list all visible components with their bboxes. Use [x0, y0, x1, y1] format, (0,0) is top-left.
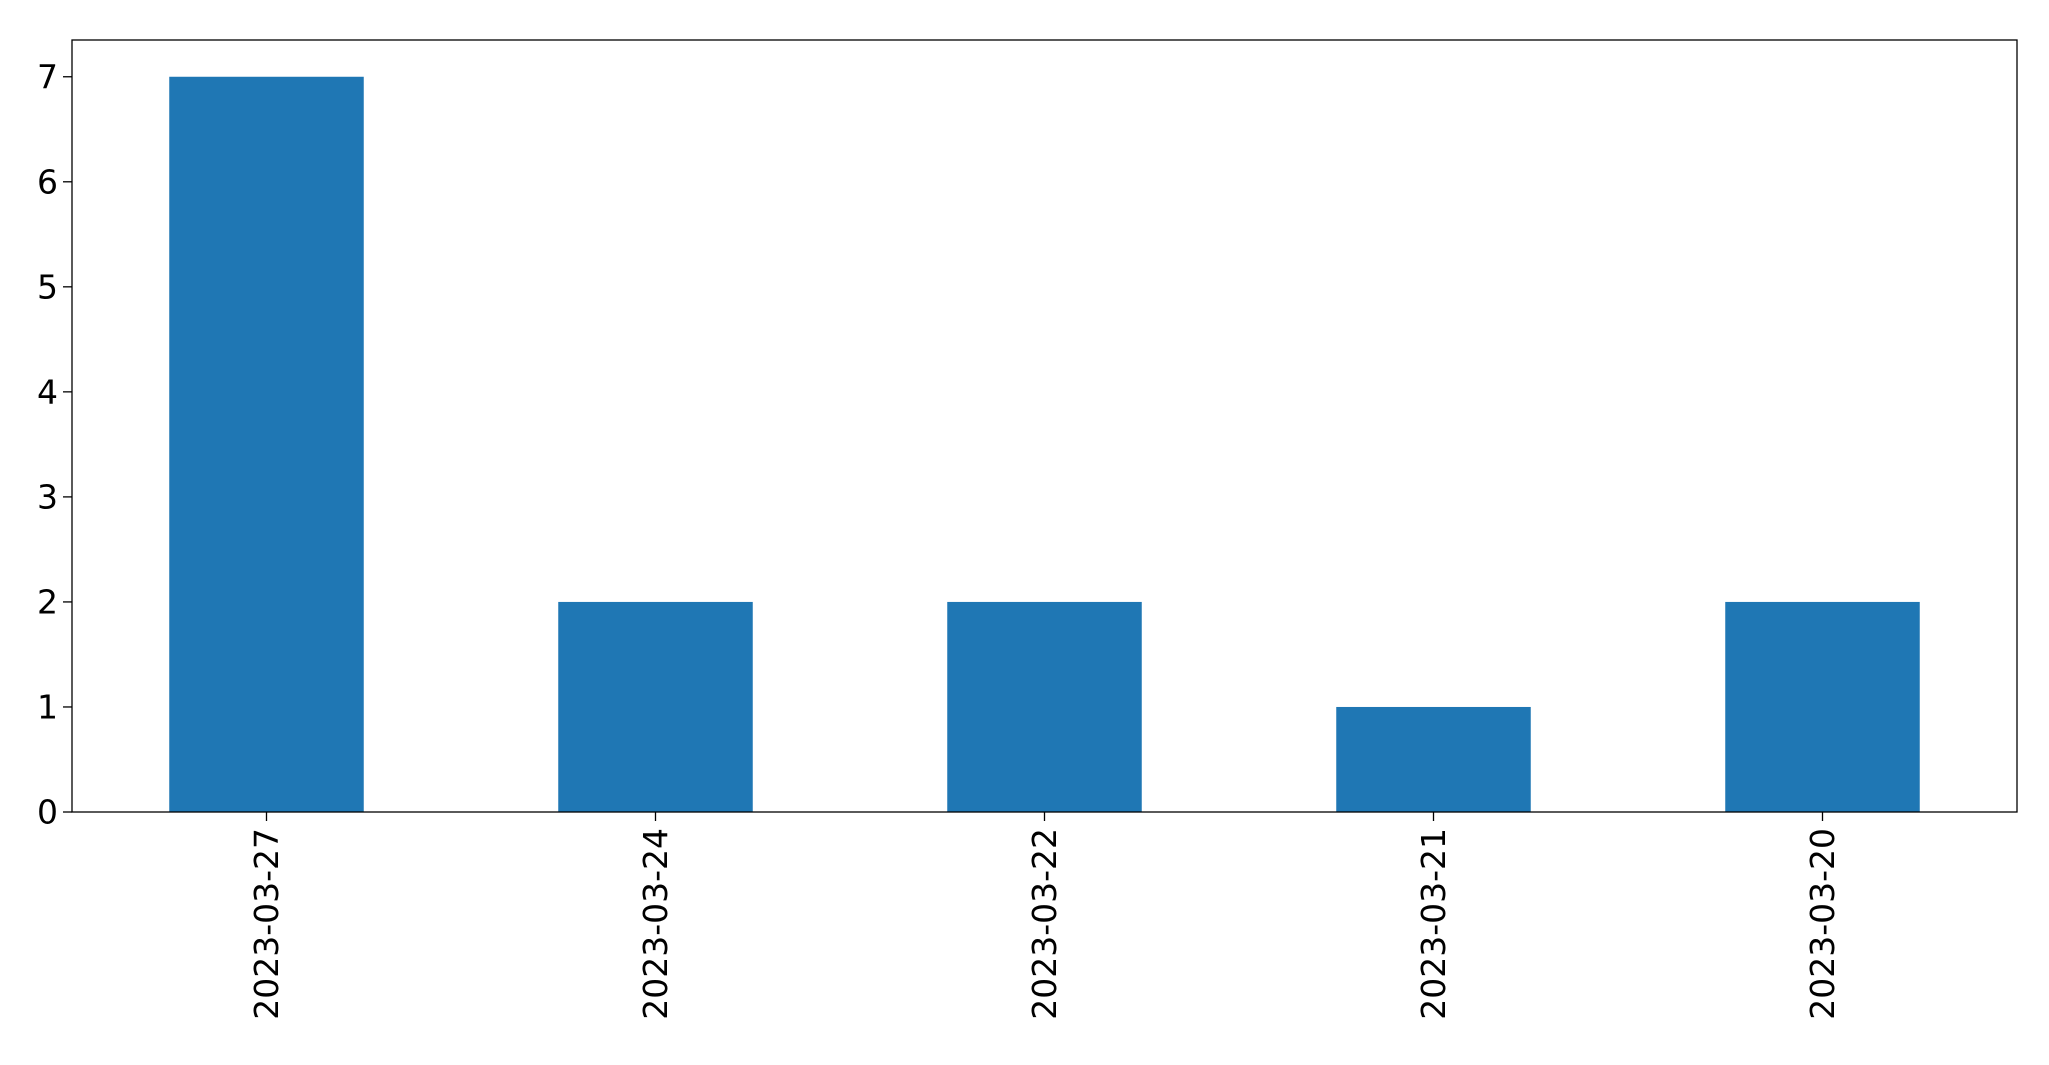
y-tick-label: 4 — [37, 372, 58, 411]
y-tick-label: 7 — [37, 57, 58, 96]
x-tick-label: 2023-03-22 — [1025, 828, 1064, 1020]
y-tick-label: 3 — [37, 477, 58, 516]
y-tick-label: 6 — [37, 162, 58, 201]
x-tick-label: 2023-03-20 — [1803, 828, 1842, 1020]
y-tick-label: 5 — [37, 267, 58, 306]
bar-2023-03-22 — [947, 601, 1142, 812]
bar-2023-03-21 — [1336, 706, 1531, 812]
x-tick-label: 2023-03-24 — [636, 828, 675, 1020]
x-axis: 2023-03-27 2023-03-24 2023-03-22 2023-03-21… — [247, 812, 1842, 1020]
bar-2023-03-20 — [1725, 601, 1920, 812]
y-tick-label: 1 — [37, 687, 58, 726]
bar-2023-03-24 — [558, 601, 753, 812]
x-tick-label: 2023-03-21 — [1414, 828, 1453, 1020]
bar-2023-03-27 — [169, 76, 364, 812]
y-tick-label: 2 — [37, 582, 58, 621]
y-axis: 0 1 2 3 4 5 6 7 — [37, 57, 72, 832]
plot-frame — [71, 39, 2018, 813]
x-tick-label: 2023-03-27 — [247, 828, 286, 1020]
y-tick-label: 0 — [37, 793, 58, 832]
bars-layer — [169, 76, 1920, 812]
